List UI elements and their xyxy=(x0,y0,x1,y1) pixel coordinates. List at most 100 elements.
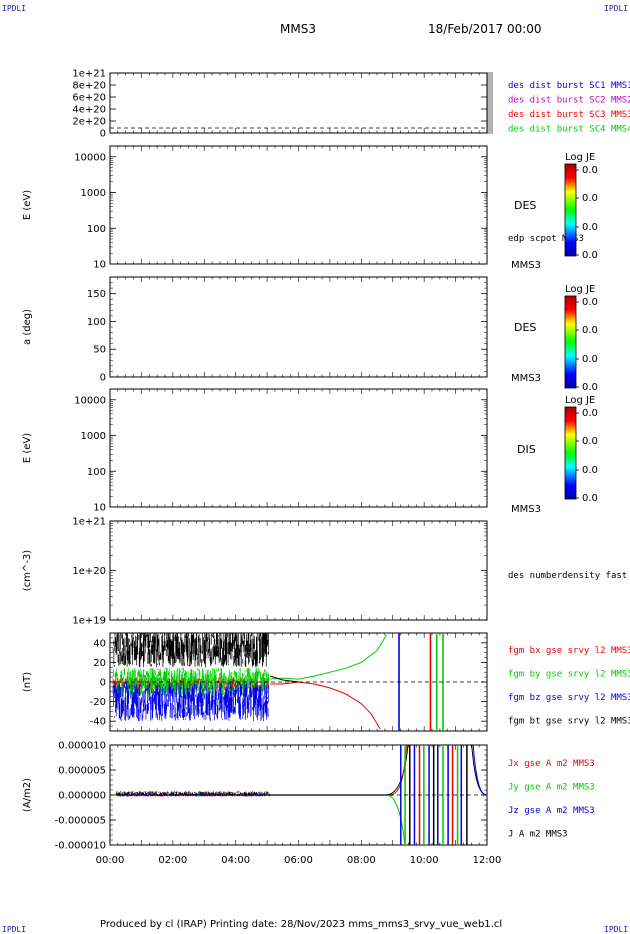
y-tick-label: 0 xyxy=(100,129,106,140)
legend-label: fgm bz gse srvy l2 MMS3 xyxy=(508,693,630,703)
y-tick-label: 4e+20 xyxy=(72,105,106,116)
y-tick-label: 0 xyxy=(100,678,106,689)
panel-label-des: DES xyxy=(514,321,536,334)
y-tick-label: 100 xyxy=(87,467,106,478)
x-tick-label: 06:00 xyxy=(284,855,313,866)
y-tick-label: 1000 xyxy=(81,431,106,442)
legend-label: des dist burst SC1 MMS1 xyxy=(508,81,630,91)
y-tick-label: 1e+21 xyxy=(72,517,106,528)
colorbar-tick-label: 0.0 xyxy=(582,325,598,336)
footer-caption: Produced by cl (IRAP) Printing date: 28/… xyxy=(100,919,503,930)
panel-frame xyxy=(109,72,488,134)
colorbar-tick-label: 0.0 xyxy=(582,493,598,504)
y-tick-label: -0.000005 xyxy=(55,816,106,827)
y-tick-label: 1e+21 xyxy=(72,69,106,80)
legend-label: Jx gse A m2 MMS3 xyxy=(508,759,595,769)
legend-label: Jz gse A m2 MMS3 xyxy=(508,806,595,816)
panel-frame xyxy=(109,276,488,378)
legend-label: Jy gse A m2 MMS3 xyxy=(508,783,595,793)
x-tick-label: 12:00 xyxy=(473,855,502,866)
y-tick-label: 0.000005 xyxy=(58,766,106,777)
legend-label: des dist burst SC4 MMS4 xyxy=(508,125,630,135)
colorbar-tick-label: 0.0 xyxy=(582,222,598,233)
panel-label-mms3: MMS3 xyxy=(511,260,541,271)
corner-label-bottom-left: IPDLI xyxy=(2,925,27,934)
legend-label: J A m2 MMS3 xyxy=(508,830,568,840)
y-tick-label: 10 xyxy=(93,260,106,271)
fgm-bt-noise xyxy=(112,633,269,668)
y-tick-label: 0.000010 xyxy=(58,741,106,752)
series-line xyxy=(270,681,381,730)
x-tick-label: 08:00 xyxy=(347,855,376,866)
y-tick-label: 8e+20 xyxy=(72,81,106,92)
panel-label-density: des numberdensity fast M xyxy=(508,571,630,581)
x-tick-label: 10:00 xyxy=(410,855,439,866)
y-tick-label: 1e+20 xyxy=(72,566,106,577)
series-line xyxy=(270,634,387,680)
y-tick-label: -0.000010 xyxy=(55,841,106,852)
panel-label-mms3: MMS3 xyxy=(511,504,541,515)
y-axis-label: (cm^-3) xyxy=(22,550,33,591)
current-curve xyxy=(386,794,406,845)
y-tick-label: 0.000000 xyxy=(58,791,106,802)
y-tick-label: 40 xyxy=(93,638,106,649)
colorbar-tick-label: 0.0 xyxy=(582,408,598,419)
legend-label: des dist burst SC3 MMS3 xyxy=(508,110,630,120)
y-tick-label: 10000 xyxy=(74,395,106,406)
current-curve xyxy=(472,745,487,796)
panel-frame xyxy=(109,520,488,621)
y-axis-label: a (deg) xyxy=(22,309,33,345)
panel-label-des: DES xyxy=(514,199,536,212)
y-tick-label: 100 xyxy=(87,317,106,328)
colorbar-title: Log JE xyxy=(565,152,595,163)
panel-label-scpot: edp scpot MMS3 xyxy=(508,234,584,244)
corner-label-top-right: IPDLI xyxy=(604,4,629,13)
colorbar-tick-label: 0.0 xyxy=(582,250,598,261)
legend-label: fgm bx gse srvy l2 MMS3 xyxy=(508,646,630,656)
y-tick-label: 1e+19 xyxy=(72,616,106,627)
x-tick-label: 02:00 xyxy=(158,855,187,866)
legend-label: fgm bt gse srvy l2 MMS3 xyxy=(508,717,630,727)
legend-label: des dist burst SC2 MMS2 xyxy=(508,96,630,106)
y-tick-label: 1000 xyxy=(81,188,106,199)
y-tick-label: -20 xyxy=(90,697,106,708)
y-axis-label: E (eV) xyxy=(22,190,33,220)
y-tick-label: 2e+20 xyxy=(72,117,106,128)
colorbar-tick-label: 0.0 xyxy=(582,193,598,204)
colorbar xyxy=(564,406,577,500)
y-tick-label: -40 xyxy=(90,717,106,728)
x-tick-label: 04:00 xyxy=(221,855,250,866)
y-tick-label: 10 xyxy=(93,503,106,514)
y-tick-label: 6e+20 xyxy=(72,93,106,104)
panel-label-dis: DIS xyxy=(517,443,536,456)
y-axis-label: (A/m2) xyxy=(22,778,33,812)
colorbar-tick-label: 0.0 xyxy=(582,436,598,447)
fgm-bz-noise xyxy=(112,682,269,722)
colorbar-title: Log JE xyxy=(565,395,595,406)
colorbar-tick-label: 0.0 xyxy=(582,354,598,365)
corner-label-bottom-right: IPDLI xyxy=(604,925,629,934)
colorbar xyxy=(564,295,577,389)
y-axis-label: (nT) xyxy=(22,672,33,692)
y-tick-label: 10000 xyxy=(74,152,106,163)
panel-frame xyxy=(109,388,488,508)
colorbar-title: Log JE xyxy=(565,284,595,295)
series-line xyxy=(270,675,299,683)
fgm-traces xyxy=(112,633,444,731)
legend-label: fgm by gse srvy l2 MMS3 xyxy=(508,670,630,680)
y-axis-label: E (eV) xyxy=(22,433,33,463)
spacecraft-title: MMS3 xyxy=(280,22,316,36)
panel-label-mms3: MMS3 xyxy=(511,373,541,384)
colorbar-tick-label: 0.0 xyxy=(582,165,598,176)
x-tick-label: 00:00 xyxy=(96,855,125,866)
panel-frame xyxy=(109,145,488,265)
date-title: 18/Feb/2017 00:00 xyxy=(428,22,542,36)
colorbar xyxy=(564,163,577,257)
colorbar-tick-label: 0.0 xyxy=(582,382,598,393)
colorbar-tick-label: 0.0 xyxy=(582,465,598,476)
y-tick-label: 50 xyxy=(93,345,106,356)
y-tick-label: 0 xyxy=(100,373,106,384)
y-tick-label: 100 xyxy=(87,224,106,235)
corner-label-top-left: IPDLI xyxy=(2,4,27,13)
